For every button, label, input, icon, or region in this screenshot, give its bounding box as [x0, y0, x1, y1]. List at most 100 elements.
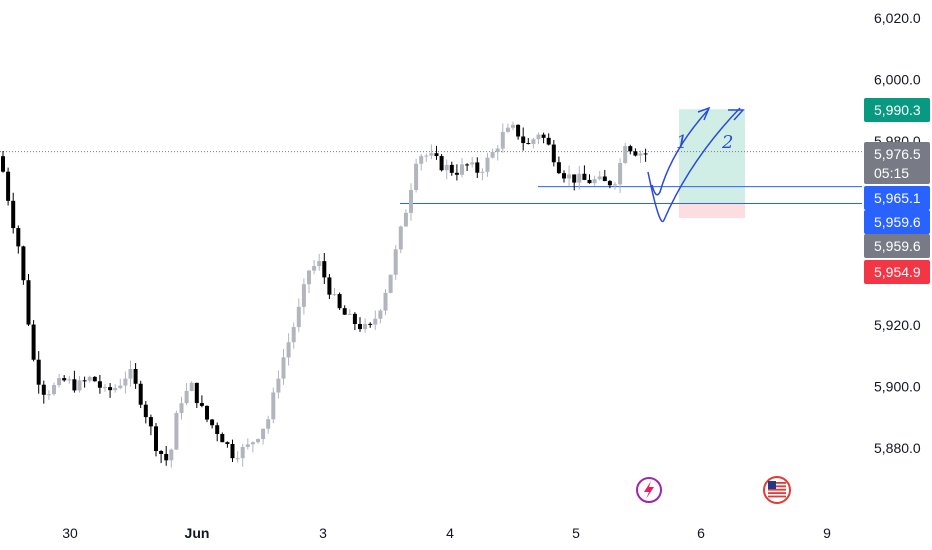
annotation-2: 2 — [721, 132, 733, 153]
flag-stripe — [768, 492, 786, 494]
countdown-label: 05:15 — [874, 165, 909, 181]
candle-body — [541, 134, 546, 138]
y-tick-label: 5,900.0 — [874, 379, 921, 395]
candle-body — [618, 163, 623, 185]
candle-body — [623, 146, 628, 164]
candle-body — [138, 383, 143, 405]
candle-body — [31, 324, 36, 360]
candle-body — [592, 179, 597, 184]
candle-body — [567, 174, 572, 179]
candle-body — [597, 176, 602, 180]
candle-body — [220, 433, 225, 443]
candle-body — [164, 453, 169, 461]
price-axis[interactable]: 6,020.06,000.05,980.05,920.05,900.05,880… — [874, 10, 921, 456]
candle-body — [470, 162, 475, 165]
candle-body — [505, 127, 510, 132]
arrowhead-1 — [697, 106, 711, 121]
flag-stripe — [768, 485, 786, 488]
arrowhead-2 — [728, 109, 745, 121]
candle-body — [266, 419, 271, 429]
price-badge-label: 5,990.3 — [874, 102, 921, 118]
candle-body — [444, 164, 449, 171]
profit-zone — [679, 109, 745, 204]
candle-body — [409, 189, 413, 213]
price-badge-label: 5,976.5 — [874, 146, 921, 162]
candle-body — [398, 226, 403, 250]
event-icons[interactable] — [636, 476, 791, 504]
candle-body — [485, 157, 490, 172]
x-tick-label: 30 — [62, 525, 78, 541]
price-badge — [864, 210, 930, 234]
candle-body — [480, 171, 485, 173]
candle-body — [352, 313, 357, 324]
candle-body — [133, 369, 138, 384]
flag-stripe — [768, 495, 786, 498]
candle-body — [154, 426, 158, 451]
candle-body — [347, 313, 352, 315]
candle-body — [215, 425, 220, 434]
candle-body — [628, 146, 633, 152]
candle-body — [67, 379, 72, 381]
candle-body — [322, 261, 327, 278]
candle-body — [26, 280, 31, 325]
candle-body — [77, 380, 82, 391]
time-axis[interactable]: 30 Jun 3 4 5 6 9 — [62, 525, 831, 541]
candle-body — [562, 173, 566, 179]
candle-body — [556, 162, 561, 174]
long-position-tool[interactable] — [679, 109, 745, 218]
candle-body — [342, 308, 347, 315]
y-tick-label: 5,920.0 — [874, 317, 921, 333]
candle-body — [602, 176, 607, 182]
candle-body — [235, 458, 240, 460]
candle-body — [57, 378, 62, 386]
candle-body — [572, 174, 577, 183]
candle-body — [403, 212, 408, 227]
candle-body — [205, 405, 209, 420]
flag-canton — [768, 481, 776, 489]
price-badge — [864, 234, 930, 258]
candle-body — [16, 228, 21, 247]
candle-body — [230, 444, 235, 459]
candle-body — [500, 131, 505, 149]
x-tick-label: 3 — [319, 525, 327, 541]
candle-body — [245, 444, 250, 447]
candle-body — [82, 380, 87, 382]
flag-stripe — [768, 482, 786, 484]
y-tick-label: 6,000.0 — [874, 71, 921, 87]
candle-body — [199, 403, 204, 406]
candle-body — [521, 136, 526, 144]
candle-body — [72, 379, 77, 391]
candle-body — [184, 390, 189, 404]
candle-body — [189, 382, 194, 391]
candle-body — [414, 163, 419, 190]
lightning-icon[interactable] — [636, 477, 662, 503]
us-flag-icon[interactable] — [763, 476, 791, 504]
candle-body — [103, 387, 107, 389]
candle-body — [643, 153, 648, 155]
candle-body — [490, 151, 495, 158]
x-tick-label: 6 — [697, 525, 705, 541]
price-badge — [864, 142, 930, 184]
candle-body — [296, 306, 301, 328]
candle-body — [113, 388, 118, 391]
candle-body — [312, 266, 317, 271]
annotation-1: 1 — [676, 132, 687, 153]
candle-body — [388, 274, 393, 293]
price-badge-label: 5,959.6 — [874, 214, 921, 230]
candle-body — [317, 261, 322, 267]
candle-body — [271, 392, 276, 420]
horizontal-lines[interactable] — [0, 151, 862, 205]
candle-body — [633, 151, 638, 156]
candle-body — [551, 144, 556, 163]
candle-body — [281, 357, 286, 379]
candle-body — [36, 359, 41, 385]
candle-body — [52, 385, 56, 395]
price-badges: 5,990.3 5,976.5 05:15 5,965.1 5,959.6 5,959.6… — [864, 98, 930, 284]
candle-body — [393, 249, 398, 275]
price-badge — [864, 186, 930, 210]
candles — [1, 121, 648, 468]
candle-body — [439, 156, 444, 171]
